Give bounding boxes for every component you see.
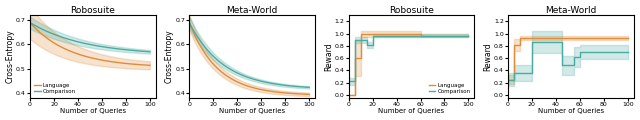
Legend: Language, Comparison: Language, Comparison <box>428 82 472 95</box>
Title: Meta-World: Meta-World <box>545 6 596 15</box>
Y-axis label: Reward: Reward <box>483 42 492 71</box>
Y-axis label: Cross-Entropy: Cross-Entropy <box>6 30 15 83</box>
X-axis label: Number of Queries: Number of Queries <box>538 108 604 114</box>
Title: Meta-World: Meta-World <box>227 6 278 15</box>
Y-axis label: Reward: Reward <box>324 42 333 71</box>
X-axis label: Number of Queries: Number of Queries <box>219 108 285 114</box>
Legend: Language, Comparison: Language, Comparison <box>33 82 77 95</box>
X-axis label: Number of Queries: Number of Queries <box>60 108 126 114</box>
X-axis label: Number of Queries: Number of Queries <box>378 108 445 114</box>
Title: Robosuite: Robosuite <box>389 6 434 15</box>
Title: Robosuite: Robosuite <box>70 6 115 15</box>
Y-axis label: Cross-Entropy: Cross-Entropy <box>165 30 174 83</box>
